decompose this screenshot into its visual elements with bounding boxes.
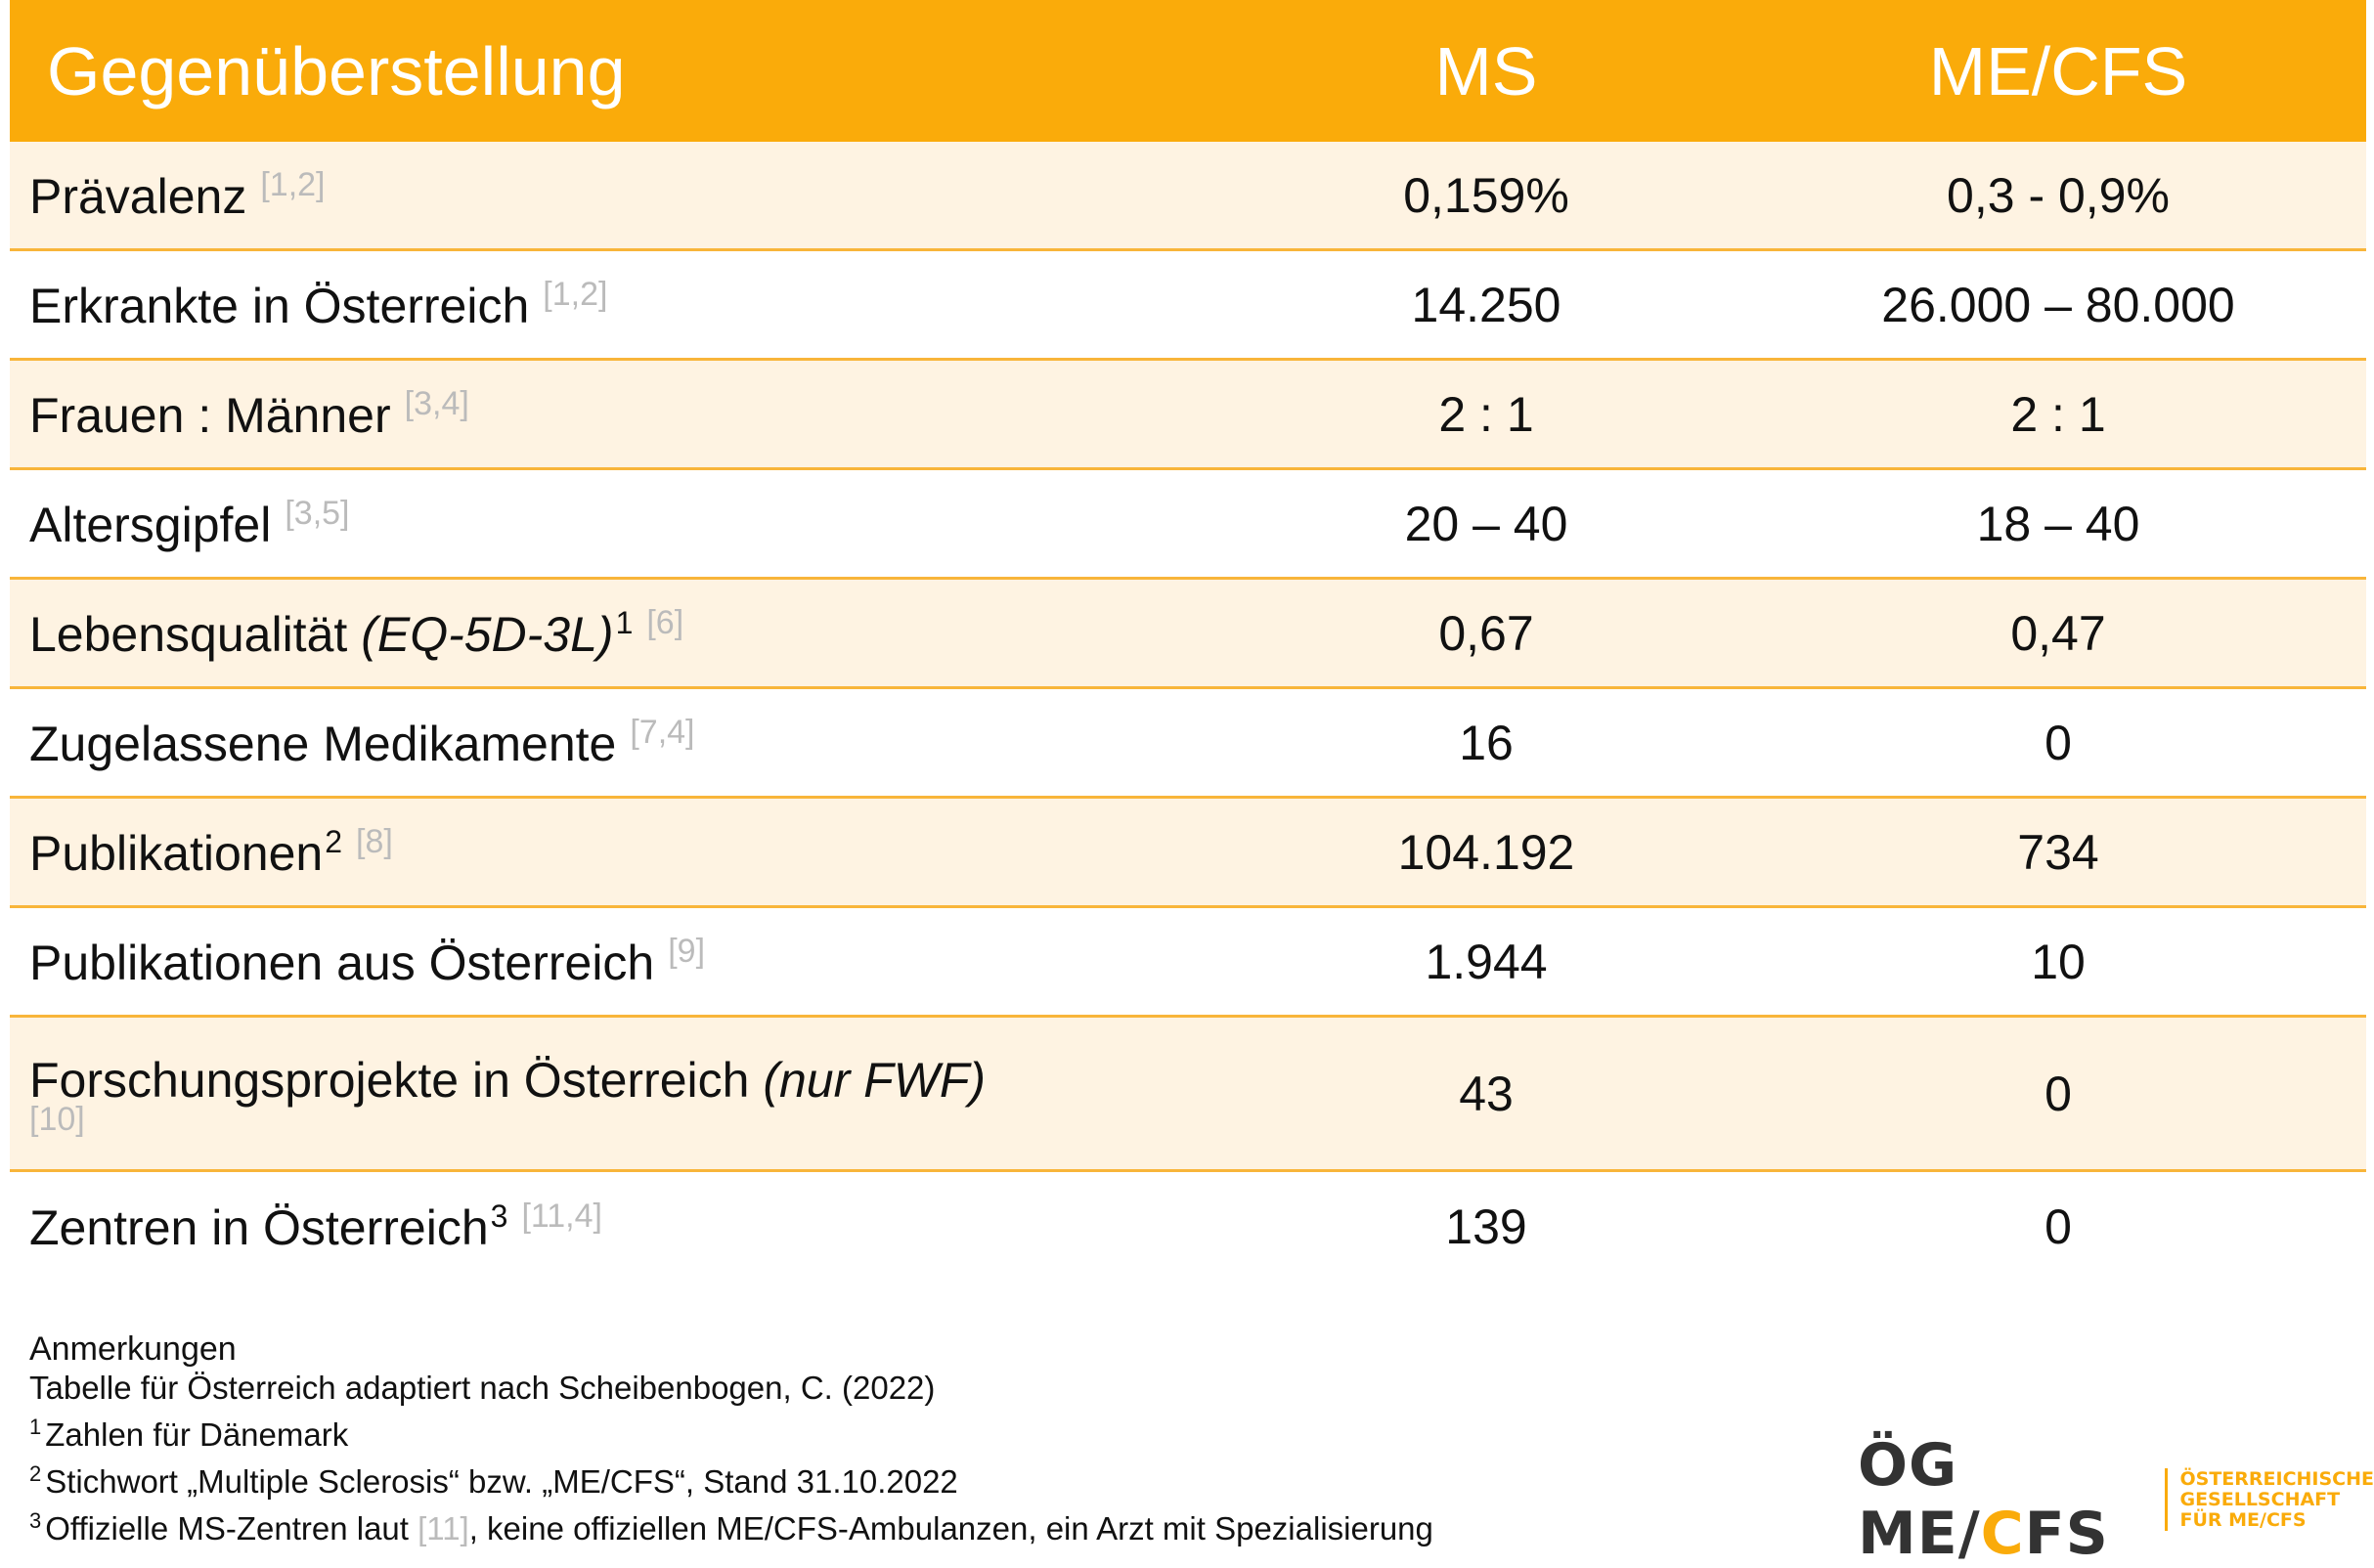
row-label: Publikationen aus Österreich: [29, 935, 655, 990]
table-row: Prävalenz [1,2] 0,159% 0,3 - 0,9%: [10, 142, 2366, 251]
mecfs-value: 10: [2031, 934, 2086, 989]
row-label: Zugelassene Medikamente: [29, 716, 617, 771]
table-row: Publikationen2 [8] 104.192 734: [10, 799, 2366, 908]
logo-text: ÖSTERREICHISCHE GESELLSCHAFT FÜR ME/CFS: [2179, 1467, 2374, 1531]
ms-value: 0,159%: [1403, 167, 1569, 223]
row-reference: [10]: [29, 1100, 85, 1138]
ms-value: 139: [1445, 1199, 1527, 1254]
footnote-marker: 3: [490, 1198, 508, 1234]
table-row: Altersgipfel [3,5] 20 – 40 18 – 40: [10, 470, 2366, 580]
note-source: Tabelle für Österreich adaptiert nach Sc…: [29, 1370, 936, 1406]
row-label: Erkrankte in Österreich: [29, 278, 530, 333]
ms-value: 16: [1459, 715, 1514, 770]
table-row: Zugelassene Medikamente [7,4] 16 0: [10, 689, 2366, 799]
ms-value: 20 – 40: [1404, 496, 1568, 551]
mecfs-value: 26.000 – 80.000: [1881, 277, 2235, 332]
footnote-1: 1 Zahlen für Dänemark: [29, 1415, 349, 1453]
row-reference: [6]: [646, 603, 684, 641]
table-row: Erkrankte in Österreich [1,2] 14.250 26.0…: [10, 251, 2366, 361]
notes-title: Anmerkungen: [29, 1330, 237, 1368]
mecfs-value: 0,3 - 0,9%: [1947, 167, 2170, 223]
mecfs-value: 0,47: [2010, 605, 2106, 661]
table-row: Zentren in Österreich3 [11,4] 139 0: [10, 1172, 2366, 1282]
mecfs-value: 18 – 40: [1976, 496, 2140, 551]
header-comparison: Gegenüberstellung: [47, 32, 626, 109]
row-label: Zentren in Österreich: [29, 1200, 489, 1255]
notes-section: Anmerkungen Tabelle für Österreich adapt…: [29, 1329, 1433, 1548]
row-label-italic: (nur FWF): [763, 1052, 987, 1108]
row-label: Lebensqualität: [29, 606, 348, 662]
table-row: Lebensqualität (EQ-5D-3L)1 [6] 0,67 0,47: [10, 580, 2366, 689]
row-reference: [3,5]: [285, 494, 350, 532]
oeg-mecfs-logo: ÖG ME/CFS ÖSTERREICHISCHE GESELLSCHAFT F…: [1858, 1431, 2374, 1568]
row-reference: [3,4]: [404, 384, 469, 422]
footnote-2: 2 Stichwort „Multiple Sclerosis“ bzw. „ME…: [29, 1461, 958, 1500]
row-label: Prävalenz: [29, 168, 247, 224]
comparison-table: Gegenüberstellung MS ME/CFS Prävalenz [1,…: [10, 0, 2366, 1282]
mecfs-value: 734: [2017, 824, 2099, 880]
mecfs-value: 2 : 1: [2010, 386, 2106, 442]
ms-value: 43: [1459, 1066, 1514, 1121]
row-label: Publikationen: [29, 825, 324, 881]
footnote-3: 3 Offizielle MS-Zentren laut [11], keine …: [29, 1508, 1433, 1546]
ms-value: 0,67: [1438, 605, 1534, 661]
table-row: Publikationen aus Österreich [9] 1.944 10: [10, 908, 2366, 1018]
header-mecfs: ME/CFS: [1928, 32, 2188, 109]
row-reference: [7,4]: [630, 713, 695, 751]
table-row: Frauen : Männer [3,4] 2 : 1 2 : 1: [10, 361, 2366, 470]
row-reference: [8]: [356, 822, 393, 860]
mecfs-value: 0: [2044, 1066, 2072, 1121]
ms-value: 2 : 1: [1438, 386, 1534, 442]
ms-value: 104.192: [1397, 824, 1575, 880]
table-header: Gegenüberstellung MS ME/CFS: [10, 0, 2366, 142]
row-label: Forschungsprojekte in Österreich: [29, 1052, 750, 1108]
ms-value: 1.944: [1425, 934, 1548, 989]
ms-value: 14.250: [1411, 277, 1561, 332]
footnote-marker: 2: [325, 823, 343, 859]
row-label: Frauen : Männer: [29, 387, 391, 443]
mecfs-value: 0: [2044, 715, 2072, 770]
row-reference: [1,2]: [543, 275, 608, 313]
row-reference: [9]: [668, 932, 706, 970]
row-label-italic: (EQ-5D-3L): [361, 606, 614, 662]
row-label: Altersgipfel: [29, 497, 272, 552]
table-row: Forschungsprojekte in Österreich (nur FW…: [10, 1018, 2366, 1172]
footnote-marker: 1: [615, 604, 634, 640]
row-reference: [11,4]: [521, 1198, 602, 1235]
logo-divider: [2165, 1468, 2169, 1531]
row-reference: [1,2]: [260, 165, 326, 203]
mecfs-value: 0: [2044, 1199, 2072, 1254]
header-ms: MS: [1434, 32, 1538, 109]
